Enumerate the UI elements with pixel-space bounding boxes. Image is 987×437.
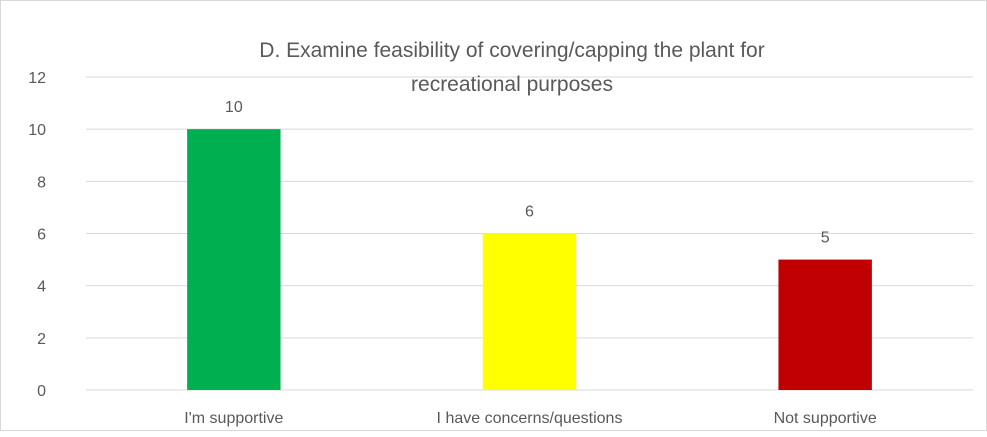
y-tick-label: 8	[37, 174, 46, 191]
chart-title-line-2: recreational purposes	[411, 73, 613, 96]
category-labels: I'm supportive I have concerns/questions N…	[184, 410, 877, 427]
category-label: I have concerns/questions	[437, 410, 623, 427]
category-label: I'm supportive	[184, 410, 283, 427]
data-labels: 10 6 5	[225, 99, 830, 246]
bar	[778, 259, 872, 390]
data-label: 6	[525, 204, 534, 221]
bar	[187, 129, 281, 390]
chart-title-line-1: D. Examine feasibility of covering/cappi…	[259, 39, 764, 62]
bar	[482, 233, 577, 390]
y-axis-ticks: 0 2 4 6 8 10 12	[28, 70, 46, 400]
data-label: 10	[225, 99, 243, 116]
data-label: 5	[821, 230, 830, 247]
category-label: Not supportive	[774, 410, 877, 427]
y-tick-label: 4	[37, 279, 46, 296]
y-tick-label: 2	[37, 331, 46, 348]
y-tick-label: 10	[28, 122, 46, 139]
bars	[187, 129, 872, 390]
y-tick-label: 0	[37, 383, 46, 400]
y-tick-label: 6	[37, 227, 46, 244]
y-tick-label: 12	[28, 70, 46, 87]
